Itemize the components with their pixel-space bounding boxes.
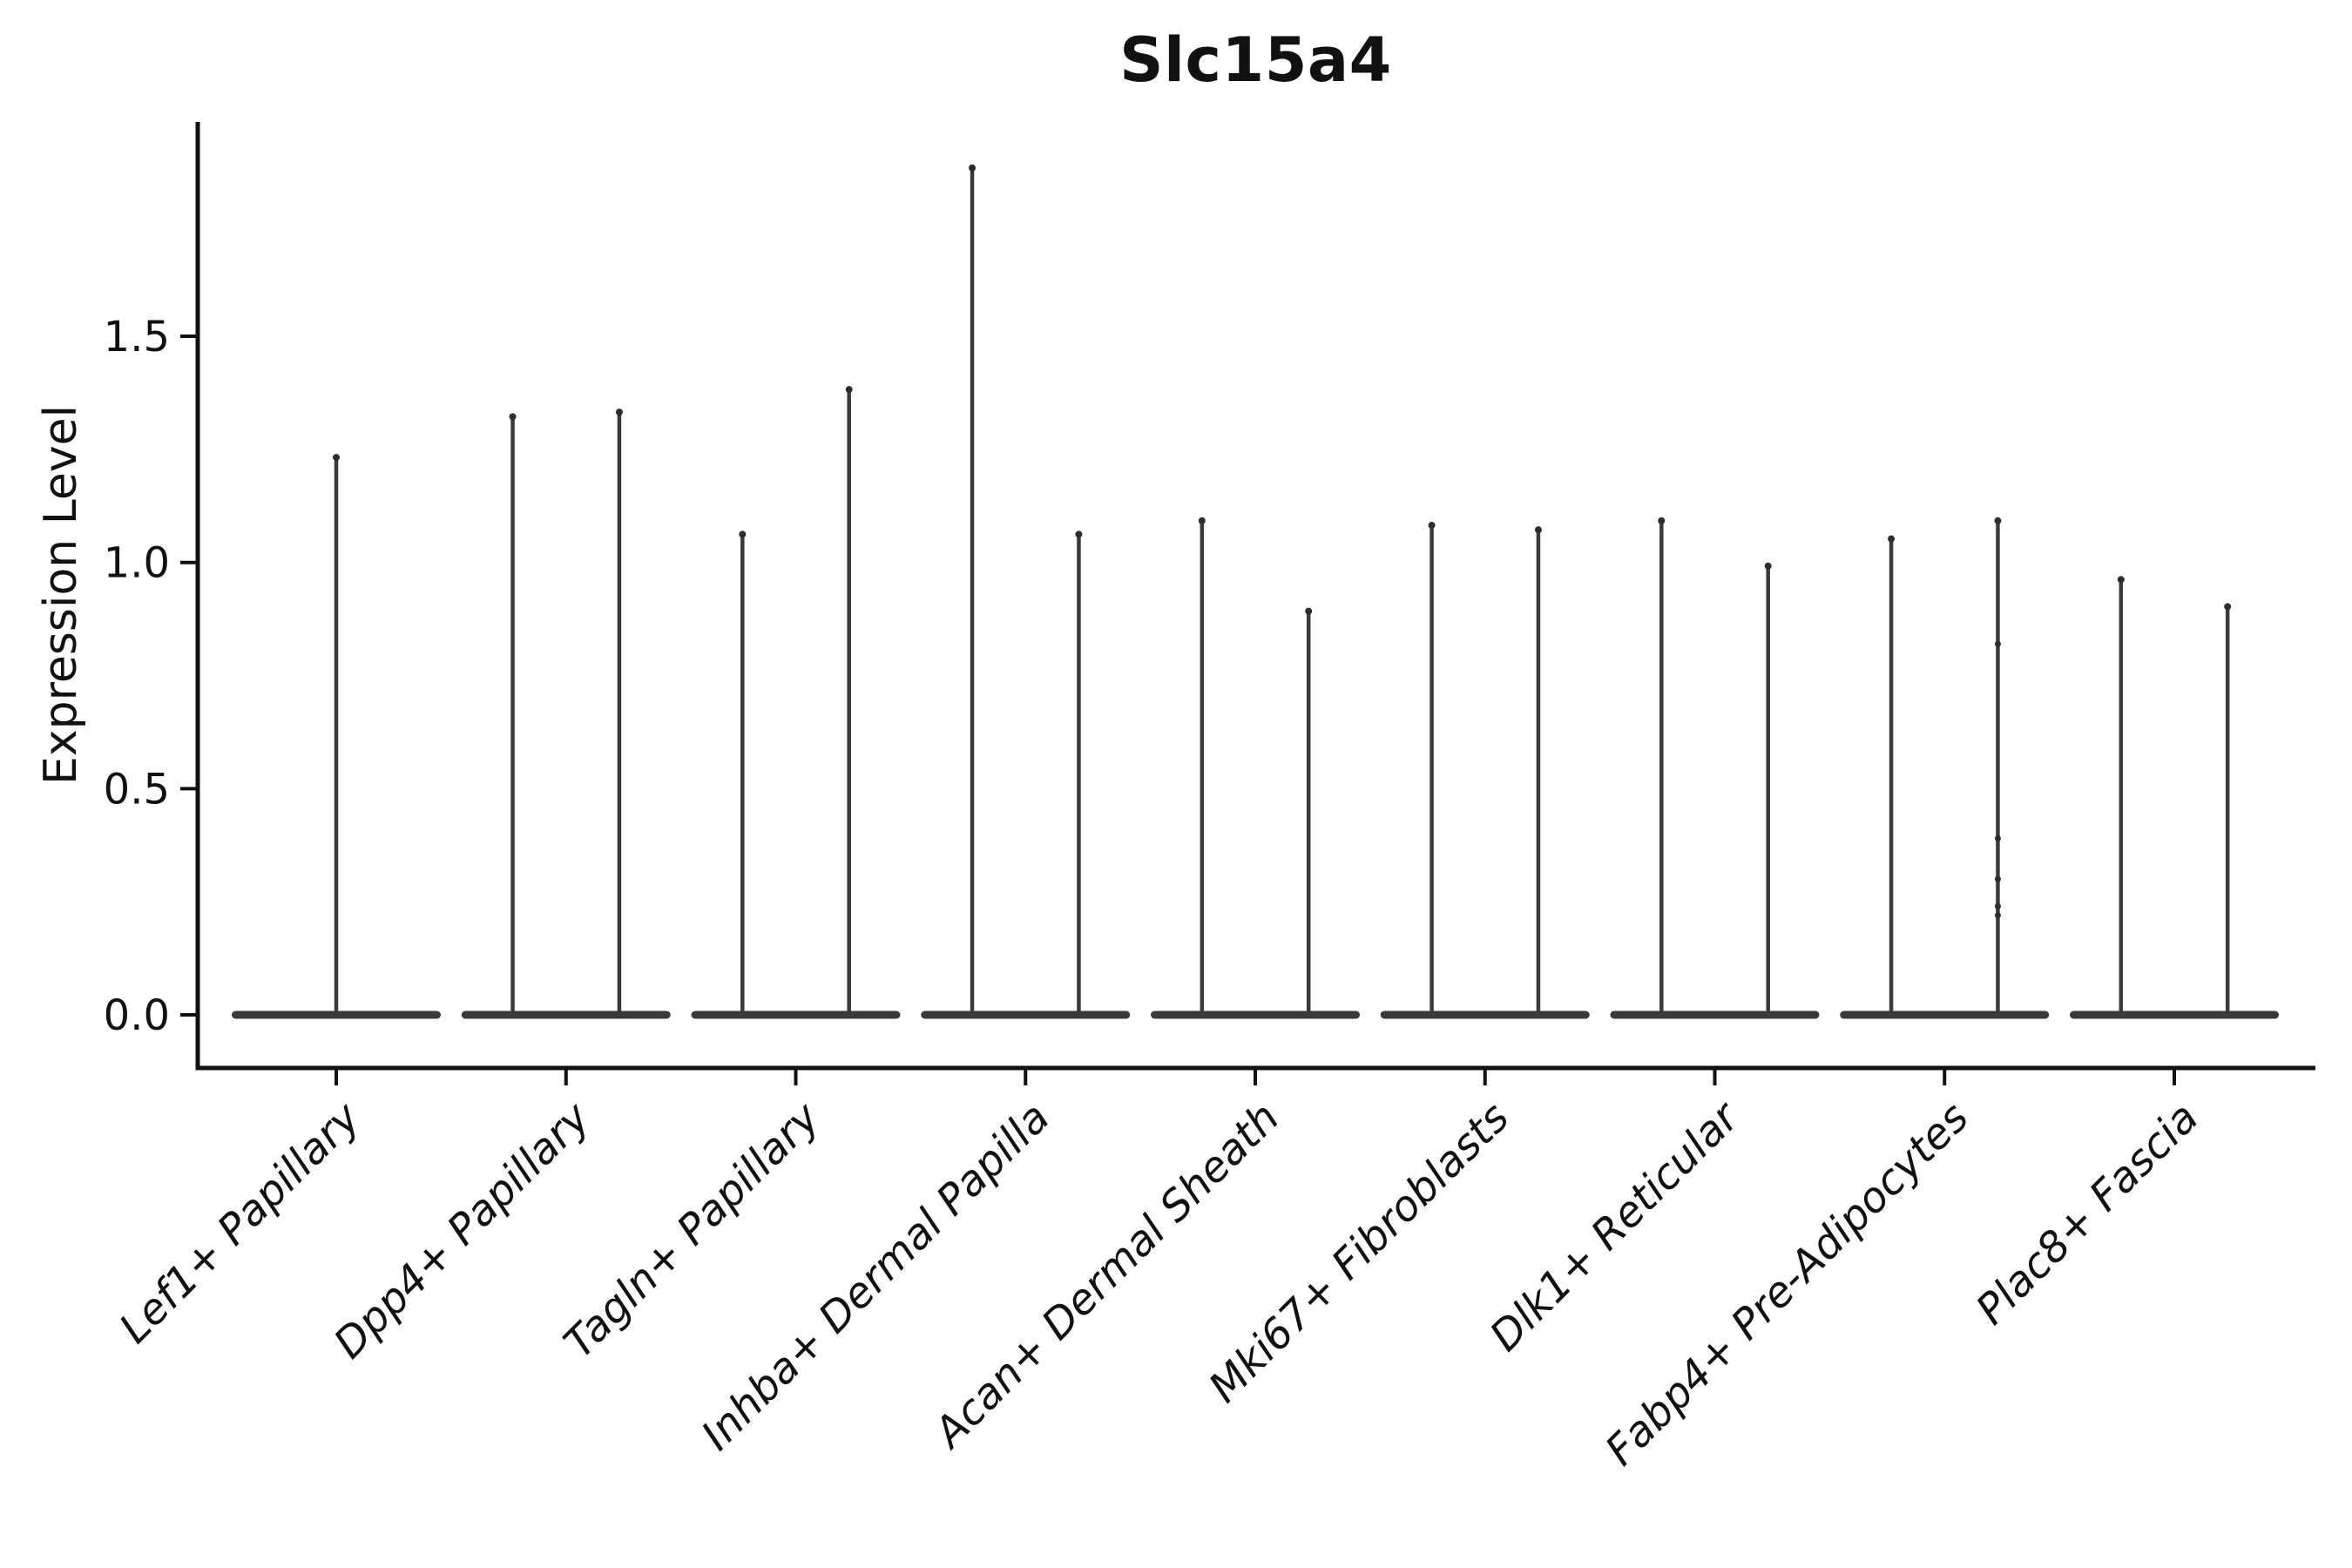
cell-point bbox=[1994, 902, 2001, 909]
y-tick-label: 0.0 bbox=[104, 991, 170, 1040]
cell-point bbox=[1994, 640, 2001, 647]
violin-spike-cap-dot bbox=[2117, 576, 2125, 584]
x-tick-label: Plac8+ Fascia bbox=[1967, 1093, 2208, 1335]
violin-spike-cap-dot bbox=[509, 413, 517, 421]
violin-spike-cap-dot bbox=[1198, 517, 1206, 524]
violin-group bbox=[232, 454, 441, 1019]
violin-body-zero bbox=[1151, 1010, 1360, 1019]
violin-spike-cap-dot bbox=[1534, 526, 1542, 534]
x-tick-label: Lef1+ Papillary bbox=[110, 1092, 370, 1353]
violin-group bbox=[691, 386, 901, 1019]
violin-group bbox=[1840, 517, 2050, 1019]
violin-spike-cap-dot bbox=[1428, 521, 1436, 529]
x-tick-label: Dlk1+ Reticular bbox=[1481, 1092, 1751, 1362]
violin-group bbox=[1610, 517, 1820, 1019]
violin-body-zero bbox=[691, 1010, 901, 1019]
y-tick-label: 1.0 bbox=[104, 539, 170, 588]
cell-point bbox=[1994, 912, 2001, 919]
cell-point bbox=[1994, 835, 2001, 841]
y-tick-label: 1.5 bbox=[104, 313, 170, 362]
violin-group bbox=[461, 409, 671, 1019]
violin-body-zero bbox=[461, 1010, 671, 1019]
violin-body-zero bbox=[2070, 1010, 2279, 1019]
cell-point bbox=[1994, 875, 2001, 882]
violin-spike-cap-dot bbox=[615, 409, 623, 416]
x-tick-label: Tagln+ Papillary bbox=[555, 1092, 830, 1368]
violin-group bbox=[1151, 517, 1360, 1019]
x-tick-label: Dpp4+ Papillary bbox=[325, 1092, 600, 1368]
y-tick-label: 0.5 bbox=[104, 765, 170, 814]
violin-spike-cap-dot bbox=[1305, 607, 1313, 615]
violin-spike-cap-dot bbox=[969, 164, 977, 172]
violin-spike-cap-dot bbox=[2224, 603, 2232, 611]
plot-title: Slc15a4 bbox=[1119, 24, 1392, 96]
violin-body-zero bbox=[1380, 1010, 1590, 1019]
violin-spike-cap-dot bbox=[1994, 517, 2002, 524]
violin-body-zero bbox=[921, 1010, 1131, 1019]
violin-group bbox=[921, 164, 1131, 1019]
violin-spike-cap-dot bbox=[1888, 535, 1896, 543]
violin-spike-cap-dot bbox=[1764, 562, 1772, 570]
violin-body-zero bbox=[1610, 1010, 1820, 1019]
violin-spike-cap-dot bbox=[739, 531, 747, 538]
x-tick-label: Fabp4+ Pre-Adipocytes bbox=[1596, 1093, 1978, 1476]
violin-spike-cap-dot bbox=[845, 386, 853, 394]
violin-body-zero bbox=[1840, 1010, 2050, 1019]
violin-spike-cap-dot bbox=[333, 454, 340, 462]
violin-group bbox=[1380, 521, 1590, 1019]
violin-spike-cap-dot bbox=[1075, 531, 1083, 538]
violin-group bbox=[2070, 576, 2279, 1019]
violin-spike-cap-dot bbox=[1658, 517, 1666, 524]
